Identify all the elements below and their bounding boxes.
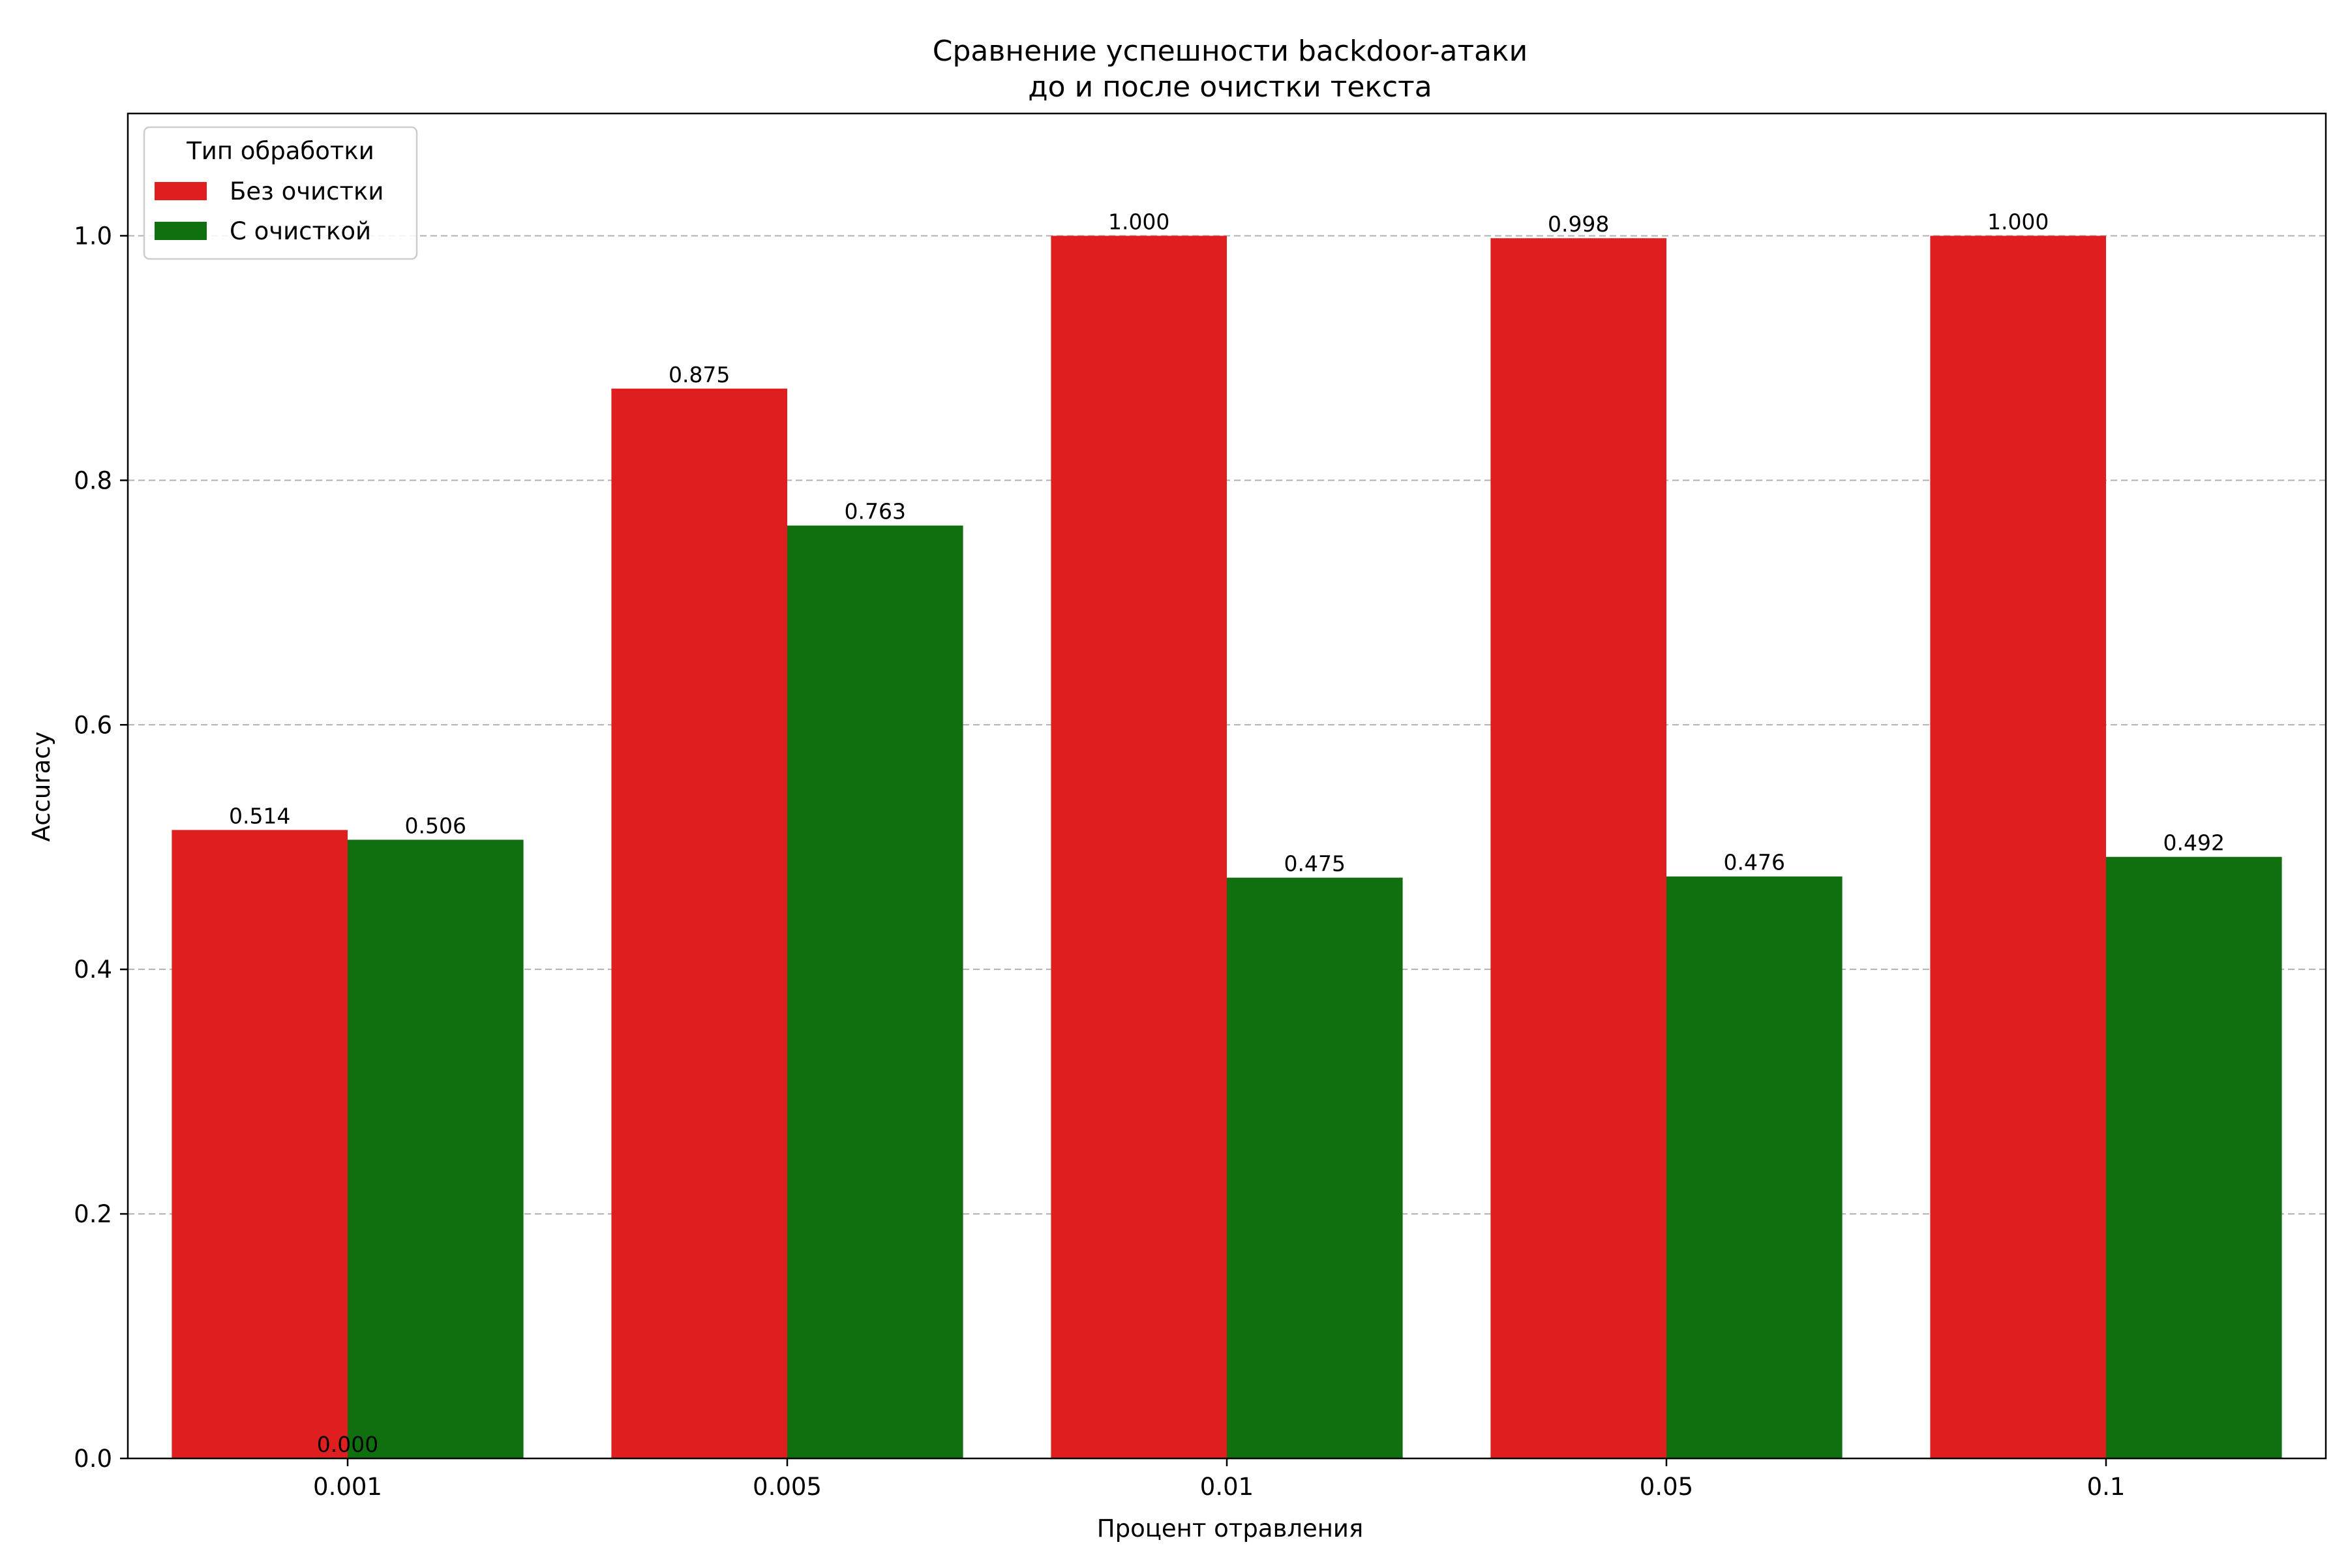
extra-data-label-0: 0.000 bbox=[317, 1432, 378, 1457]
legend-swatch-s-ochistkoy bbox=[155, 222, 207, 240]
bars bbox=[172, 235, 2282, 1459]
x-tick-label-4: 0.1 bbox=[2087, 1473, 2126, 1501]
chart-title: Сравнение успешности backdoor-атаки bbox=[933, 35, 1528, 68]
legend-frame bbox=[143, 126, 418, 260]
bar-0-4 bbox=[1930, 235, 2106, 1458]
y-tick-label-1: 0.2 bbox=[74, 1200, 112, 1228]
data-label-1-1: 0.763 bbox=[845, 499, 906, 524]
bar-0-2 bbox=[1051, 235, 1227, 1458]
x-tick-label-3: 0.05 bbox=[1640, 1473, 1693, 1501]
y-tick-label-2: 0.4 bbox=[74, 956, 112, 984]
legend-title: Тип обработки bbox=[186, 137, 374, 165]
legend-swatch-bez-ochistki bbox=[155, 182, 207, 200]
bar-1-4 bbox=[2106, 856, 2282, 1458]
data-label-0-3: 0.998 bbox=[1548, 211, 1609, 237]
axes: 0.0 0.2 0.4 0.6 0.8 1.0 0.001 0.005 0.01 0.05 0.1 bbox=[74, 112, 2327, 1501]
data-label-1-2: 0.475 bbox=[1284, 851, 1346, 877]
bar-1-3 bbox=[1666, 876, 1843, 1458]
x-tick-label-0: 0.001 bbox=[313, 1473, 382, 1501]
data-label-1-4: 0.492 bbox=[2163, 830, 2225, 856]
data-label-0-1: 0.875 bbox=[669, 362, 730, 387]
bar-1-1 bbox=[787, 525, 963, 1458]
bar-1-2 bbox=[1227, 877, 1403, 1458]
bar-0-1 bbox=[611, 388, 787, 1458]
y-axis-label: Accuracy bbox=[27, 732, 55, 842]
legend: Тип обработки Без очистки С очисткой bbox=[143, 126, 418, 260]
bar-1-0 bbox=[348, 839, 524, 1458]
chart-subtitle: до и после очистки текста bbox=[1028, 70, 1432, 104]
data-label-0-2: 1.000 bbox=[1108, 209, 1169, 234]
y-tick-label-4: 0.8 bbox=[74, 466, 112, 494]
bar-0-3 bbox=[1490, 238, 1666, 1459]
data-label-1-3: 0.476 bbox=[1724, 850, 1785, 875]
x-axis-label: Процент отравления bbox=[1097, 1515, 1363, 1543]
legend-label-s-ochistkoy: С очисткой bbox=[230, 217, 371, 245]
data-label-0-0: 0.514 bbox=[229, 803, 290, 828]
legend-label-bez-ochistki: Без очистки bbox=[230, 177, 384, 205]
bar-0-0 bbox=[172, 830, 348, 1458]
data-label-1-0: 0.506 bbox=[405, 813, 466, 838]
data-label-0-4: 1.000 bbox=[1987, 209, 2049, 234]
y-tick-label-0: 0.0 bbox=[74, 1445, 112, 1473]
y-tick-label-3: 0.6 bbox=[74, 711, 112, 739]
y-tick-label-5: 1.0 bbox=[74, 222, 112, 250]
x-tick-label-2: 0.01 bbox=[1200, 1473, 1254, 1501]
data-labels: 0.514 0.506 0.875 0.763 1.000 0.475 0.998 0.476… bbox=[229, 209, 2225, 1457]
x-tick-label-1: 0.005 bbox=[753, 1473, 822, 1501]
